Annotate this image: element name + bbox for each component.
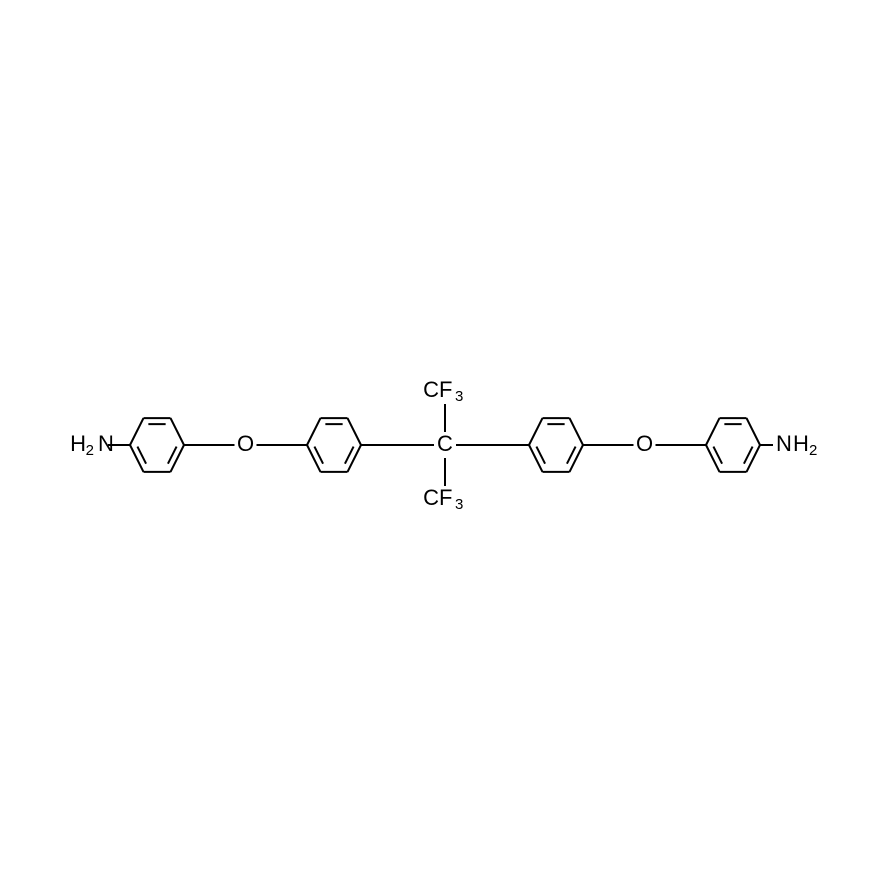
svg-text:F: F [439, 377, 452, 402]
svg-text:H: H [793, 431, 809, 456]
molecule-diagram: COOCF3CF3N2HNH2 [0, 0, 890, 890]
svg-text:3: 3 [455, 496, 463, 513]
svg-text:F: F [439, 485, 452, 510]
svg-text:N: N [98, 431, 114, 456]
svg-text:2: 2 [809, 442, 817, 459]
svg-text:3: 3 [455, 388, 463, 405]
svg-text:O: O [636, 431, 653, 456]
svg-text:C: C [423, 377, 439, 402]
svg-text:C: C [437, 431, 453, 456]
svg-text:N: N [776, 431, 792, 456]
svg-text:H: H [70, 431, 86, 456]
svg-text:C: C [423, 485, 439, 510]
svg-text:O: O [237, 431, 254, 456]
svg-text:2: 2 [86, 442, 94, 459]
